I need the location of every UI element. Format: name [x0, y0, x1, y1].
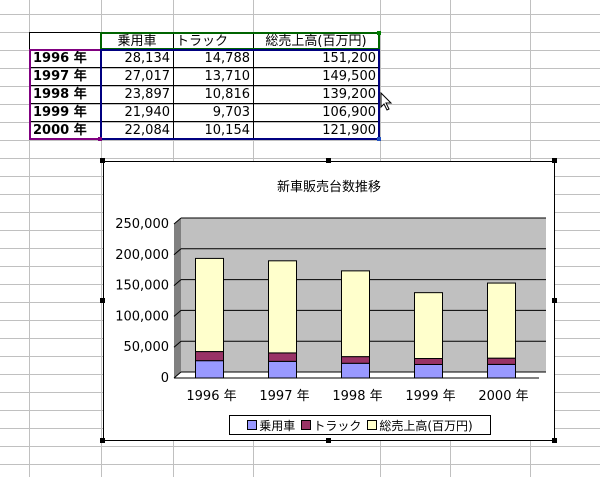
- chart-handle-tl[interactable]: [100, 158, 105, 163]
- selection-handle-data[interactable]: [377, 137, 381, 141]
- bar-cars[interactable]: [195, 360, 224, 379]
- chart-title[interactable]: 新車販売台数推移: [276, 180, 381, 195]
- bar-trucks[interactable]: [268, 352, 297, 362]
- chart-handle-tm[interactable]: [326, 158, 331, 163]
- legend-swatch-trucks: [301, 420, 312, 430]
- selection-handle-year[interactable]: [98, 137, 102, 141]
- bar-total[interactable]: [414, 292, 443, 360]
- x-tick-label: 1997 年: [259, 389, 309, 404]
- cell-trucks[interactable]: 10,154: [204, 123, 251, 138]
- header-cars[interactable]: 乗用車: [117, 34, 157, 49]
- header-trucks[interactable]: トラック: [176, 34, 229, 49]
- header-selection-border: [100, 32, 380, 50]
- chart-gridline-wall: [173, 371, 182, 379]
- x-tick-label: 1998 年: [332, 389, 382, 404]
- cell-cars[interactable]: 28,134: [124, 51, 171, 66]
- chart-plot[interactable]: 0 50,000 100,000 150,000 200,000 250,000 1996 …: [104, 162, 554, 440]
- bar-total[interactable]: [341, 270, 370, 358]
- cell-cars[interactable]: 23,897: [124, 87, 171, 102]
- cell-total[interactable]: 139,200: [322, 87, 376, 102]
- legend-swatch-total: [367, 420, 378, 430]
- x-tick-label: 1996 年: [186, 389, 236, 404]
- bar-trucks[interactable]: [414, 358, 443, 365]
- y-tick-label: 0: [161, 371, 169, 386]
- legend-swatch-cars: [247, 420, 258, 430]
- y-tick-label: 50,000: [124, 340, 170, 355]
- cell-total[interactable]: 149,500: [322, 69, 376, 84]
- legend-label-cars: 乗用車: [259, 418, 296, 433]
- year-selection-border: [29, 49, 102, 140]
- legend-label-total: 総売上高(百万円): [379, 418, 473, 433]
- cell-year[interactable]: 1997 年: [33, 69, 87, 84]
- bar-cars[interactable]: [487, 363, 516, 379]
- cell-total[interactable]: 151,200: [322, 51, 376, 66]
- selection-handle-header[interactable]: [377, 31, 381, 35]
- cell-year[interactable]: 1996 年: [33, 51, 87, 66]
- cell-trucks[interactable]: 9,703: [212, 105, 250, 120]
- cell-year[interactable]: 1999 年: [33, 105, 87, 120]
- chart-handle-ml[interactable]: [100, 298, 105, 303]
- cell-trucks[interactable]: 13,710: [204, 69, 251, 84]
- cell-trucks[interactable]: 10,816: [204, 87, 251, 102]
- chart-handle-bm[interactable]: [326, 438, 331, 443]
- legend-item-cars: 乗用車: [247, 417, 295, 434]
- chart-gridline-wall: [173, 310, 182, 317]
- legend-label-trucks: トラック: [313, 418, 362, 433]
- x-tick-label: 2000 年: [478, 389, 528, 404]
- y-tick-label: 250,000: [115, 217, 169, 232]
- bar-cars[interactable]: [268, 360, 297, 379]
- legend-item-trucks: トラック: [301, 417, 361, 434]
- cell-trucks[interactable]: 14,788: [204, 51, 251, 66]
- bar-total[interactable]: [487, 282, 516, 359]
- chart-legend[interactable]: 乗用車 トラック 総売上高(百万円): [229, 415, 491, 435]
- chart-handle-br[interactable]: [552, 438, 557, 443]
- cell-year[interactable]: 1998 年: [33, 87, 87, 102]
- bar-cars[interactable]: [341, 362, 370, 379]
- header-total[interactable]: 総売上高(百万円): [265, 34, 367, 49]
- bar-total[interactable]: [268, 260, 297, 354]
- cell-cars[interactable]: 27,017: [124, 69, 171, 84]
- cell-total[interactable]: 121,900: [322, 123, 376, 138]
- cell-cars[interactable]: 21,940: [124, 105, 171, 120]
- cell-total[interactable]: 106,900: [322, 105, 376, 120]
- bar-trucks[interactable]: [195, 351, 224, 362]
- chart-gridline-wall: [173, 340, 182, 348]
- chart-handle-mr[interactable]: [552, 298, 557, 303]
- legend-item-total: 総売上高(百万円): [367, 417, 473, 434]
- y-tick-label: 100,000: [115, 309, 169, 324]
- x-tick-label: 1999 年: [405, 389, 455, 404]
- chart-gridline-wall: [173, 279, 182, 286]
- bar-cars[interactable]: [414, 363, 443, 379]
- cell-year[interactable]: 2000 年: [33, 123, 87, 138]
- chart-handle-tr[interactable]: [552, 158, 557, 163]
- data-selection-border: [100, 49, 380, 140]
- bar-trucks[interactable]: [487, 357, 516, 365]
- chart-gridline-wall: [173, 248, 182, 256]
- bar-trucks[interactable]: [341, 356, 370, 364]
- chart-gridline-wall: [173, 217, 182, 225]
- y-tick-label: 150,000: [115, 279, 169, 294]
- y-tick-label: 200,000: [115, 248, 169, 263]
- bar-total[interactable]: [195, 257, 224, 353]
- chart-handle-bl[interactable]: [100, 438, 105, 443]
- plot-side-wall: [174, 218, 181, 378]
- chart-object[interactable]: 新車販売台数推移 0 50,000 100,000 150,000 200,000 250…: [103, 161, 555, 441]
- mouse-cursor-icon: [380, 92, 393, 111]
- cell-cars[interactable]: 22,084: [124, 123, 171, 138]
